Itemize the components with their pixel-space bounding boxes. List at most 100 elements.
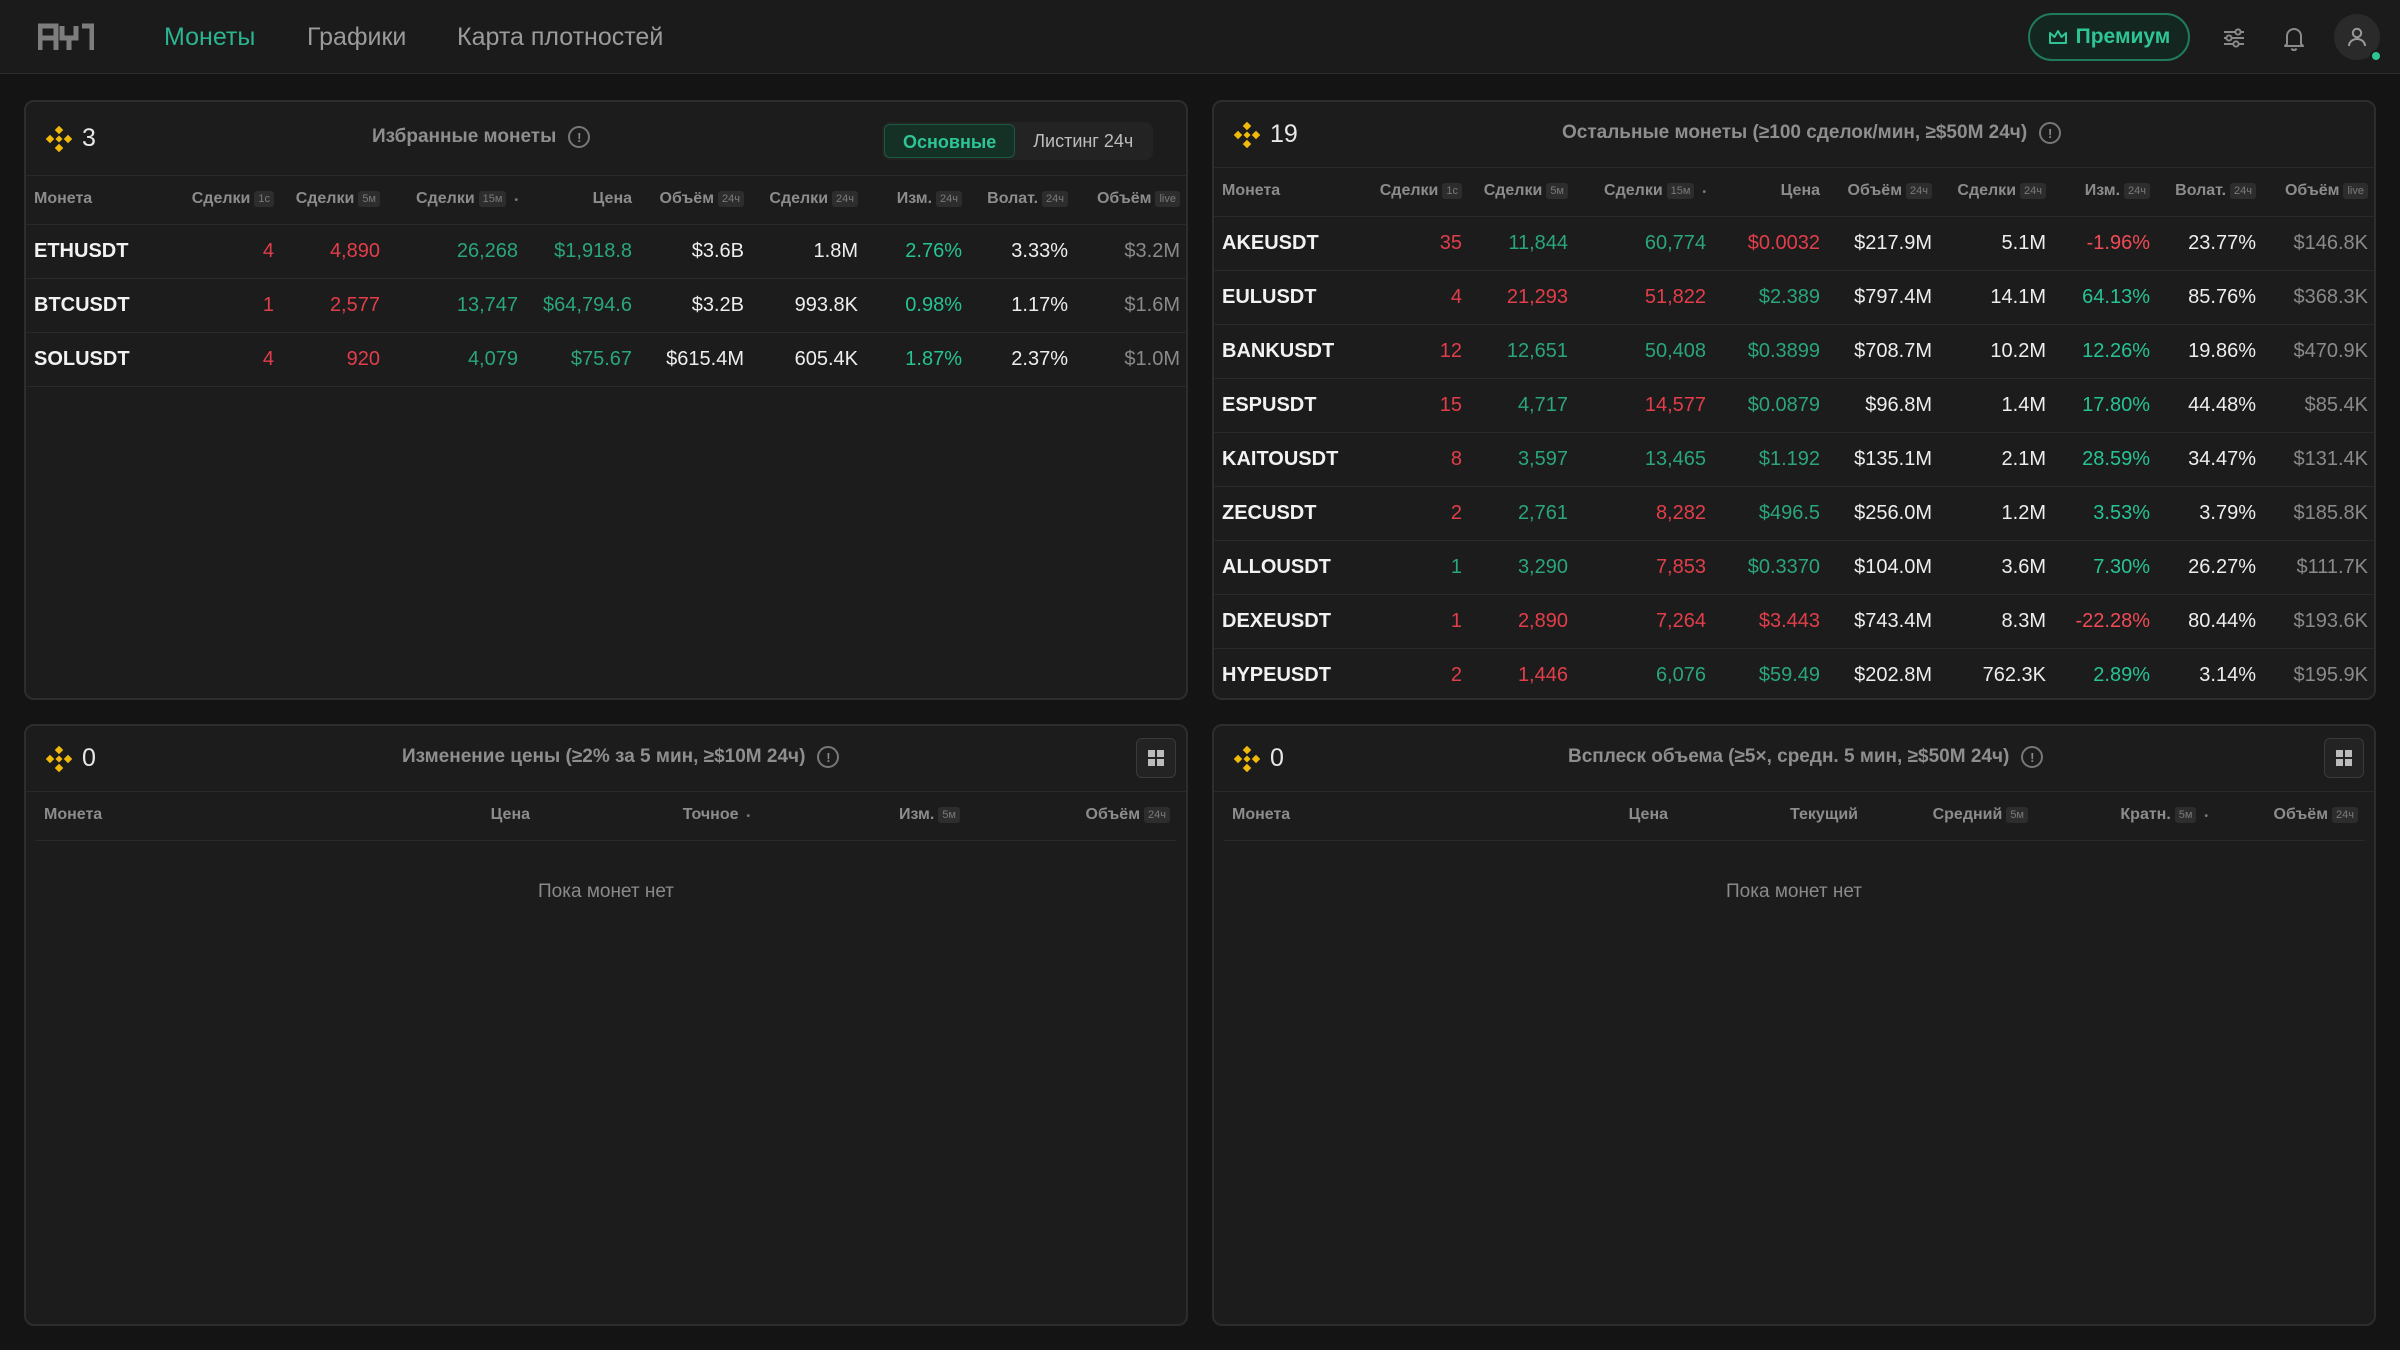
info-icon[interactable]: ! xyxy=(568,126,591,148)
coin-symbol[interactable]: ETHUSDT xyxy=(26,224,176,279)
cell-chg24: 1.87% xyxy=(864,332,968,387)
column-header[interactable]: Объём 24ч xyxy=(1826,166,1938,217)
price-change-count: 0 xyxy=(46,744,96,773)
column-header[interactable]: Сделки 15м • xyxy=(1574,166,1712,217)
coin-symbol[interactable]: ALLOUSDT xyxy=(1214,540,1364,595)
column-header[interactable]: Объём live xyxy=(1074,174,1186,225)
table-row[interactable]: ZECUSDT 2 2,761 8,282 $496.5 $256.0M 1.2M 3.53%… xyxy=(1214,486,2374,541)
coin-symbol[interactable]: ZECUSDT xyxy=(1214,486,1364,541)
info-icon[interactable]: ! xyxy=(2039,122,2062,144)
cell-trades24: 5.1M xyxy=(1938,216,2052,271)
cell-price: $2.389 xyxy=(1712,270,1826,325)
column-header[interactable]: Сделки 5м xyxy=(280,174,386,225)
nav-link-density-map[interactable]: Карта плотностей xyxy=(457,23,664,51)
column-header[interactable]: Изм. 24ч xyxy=(864,174,968,225)
column-header[interactable]: Средний 5м xyxy=(1864,790,2034,841)
table-row[interactable]: EULUSDT 4 21,293 51,822 $2.389 $797.4M 14.1M 64… xyxy=(1214,270,2374,325)
sort-indicator-icon: • xyxy=(514,194,518,206)
column-header[interactable]: Текущий xyxy=(1674,790,1864,841)
table-row[interactable]: ESPUSDT 15 4,717 14,577 $0.0879 $96.8M 1.4M 17.… xyxy=(1214,378,2374,433)
cell-chg24: 2.76% xyxy=(864,224,968,279)
bell-icon[interactable] xyxy=(2278,22,2310,54)
coin-symbol[interactable]: BANKUSDT xyxy=(1214,324,1364,379)
column-header-label: Средний xyxy=(1932,805,2003,823)
cell-vollive: $1.6M xyxy=(1074,278,1186,333)
table-row[interactable]: ETHUSDT 4 4,890 26,268 $1,918.8 $3.6B 1.8M 2.76… xyxy=(26,224,1186,279)
column-header[interactable]: Изм. 5м xyxy=(756,790,966,841)
top-navbar: Монеты Графики Карта плотностей Премиум xyxy=(0,0,2400,74)
table-row[interactable]: ALLOUSDT 1 3,290 7,853 $0.3370 $104.0M 3.6M 7.3… xyxy=(1214,540,2374,595)
coin-symbol[interactable]: SOLUSDT xyxy=(26,332,176,387)
info-icon[interactable]: ! xyxy=(817,746,840,768)
column-header[interactable]: Объём 24ч xyxy=(966,790,1176,841)
grid-view-button[interactable] xyxy=(1136,738,1176,778)
column-header[interactable]: Сделки 1с xyxy=(1364,166,1468,217)
cell-vollive: $131.4K xyxy=(2262,432,2374,487)
coin-symbol[interactable]: EULUSDT xyxy=(1214,270,1364,325)
column-header[interactable]: Цена xyxy=(1712,166,1826,217)
column-header[interactable]: Сделки 1с xyxy=(176,174,280,225)
sort-indicator-icon: • xyxy=(746,810,750,822)
table-row[interactable]: HYPEUSDT 2 1,446 6,076 $59.49 $202.8M 762.3K 2.… xyxy=(1214,648,2374,698)
column-header[interactable]: Изм. 24ч xyxy=(2052,166,2156,217)
coin-symbol[interactable]: KAITOUSDT xyxy=(1214,432,1364,487)
sliders-icon[interactable] xyxy=(2218,22,2250,54)
info-icon[interactable]: ! xyxy=(2021,746,2044,768)
cell-t15m: 51,822 xyxy=(1574,270,1712,325)
cell-volat24: 26.27% xyxy=(2156,540,2262,595)
column-header[interactable]: Цена xyxy=(396,790,536,841)
nav-link-charts[interactable]: Графики xyxy=(307,23,407,51)
nav-link-coins[interactable]: Монеты xyxy=(164,23,256,51)
column-header[interactable]: Объём live xyxy=(2262,166,2374,217)
cell-price: $59.49 xyxy=(1712,648,1826,698)
column-header[interactable]: Сделки 5м xyxy=(1468,166,1574,217)
column-header[interactable]: Объём 24ч xyxy=(638,174,750,225)
column-header-label: Волат. xyxy=(987,189,1039,207)
column-header[interactable]: Цена xyxy=(1584,790,1674,841)
tab-main[interactable]: Основные xyxy=(884,124,1016,158)
column-header[interactable]: Цена xyxy=(524,174,638,225)
price-change-header: 0 Изменение цены (≥2% за 5 мин, ≥$10M 24… xyxy=(26,726,1186,792)
user-icon xyxy=(2348,27,2366,47)
column-header[interactable]: Волат. 24ч xyxy=(2156,166,2262,217)
cell-trades24: 3.6M xyxy=(1938,540,2052,595)
column-header[interactable]: Кратн. 5м • xyxy=(2034,790,2214,841)
tab-listing-24h[interactable]: Листинг 24ч xyxy=(1033,131,1134,151)
column-header[interactable]: Сделки 24ч xyxy=(1938,166,2052,217)
cell-t15m: 13,465 xyxy=(1574,432,1712,487)
grid-view-button[interactable] xyxy=(2324,738,2364,778)
coin-symbol[interactable]: AKEUSDT xyxy=(1214,216,1364,271)
cell-trades24: 762.3K xyxy=(1938,648,2052,698)
column-header[interactable]: Волат. 24ч xyxy=(968,174,1074,225)
coin-symbol[interactable]: BTCUSDT xyxy=(26,278,176,333)
cell-price: $0.0032 xyxy=(1712,216,1826,271)
column-header[interactable]: Сделки 15м • xyxy=(386,174,524,225)
cell-price: $496.5 xyxy=(1712,486,1826,541)
table-row[interactable]: BANKUSDT 12 12,651 50,408 $0.3899 $708.7M 10.2… xyxy=(1214,324,2374,379)
cell-price: $1.192 xyxy=(1712,432,1826,487)
other-coins-title-text: Остальные монеты (≥100 сделок/мин, ≥$50M… xyxy=(1562,122,2028,143)
column-header[interactable]: Монета xyxy=(1214,166,1364,217)
column-header-label: Сделки xyxy=(416,189,475,207)
table-row[interactable]: AKEUSDT 35 11,844 60,774 $0.0032 $217.9M 5.1M -… xyxy=(1214,216,2374,271)
column-header[interactable]: Объём 24ч xyxy=(2214,790,2364,841)
coin-symbol[interactable]: DEXEUSDT xyxy=(1214,594,1364,649)
table-row[interactable]: KAITOUSDT 8 3,597 13,465 $1.192 $135.1M 2.1M 28… xyxy=(1214,432,2374,487)
column-header[interactable]: Монета xyxy=(26,174,176,225)
table-row[interactable]: SOLUSDT 4 920 4,079 $75.67 $615.4M 605.4K 1.87%… xyxy=(26,332,1186,387)
column-header[interactable]: Точное • xyxy=(536,790,756,841)
favorites-header-row: Монета Сделки 1с Сделки 5м Сделки 15м • Цена Объё… xyxy=(26,174,1186,225)
table-row[interactable]: DEXEUSDT 1 2,890 7,264 $3.443 $743.4M 8.3M -22.… xyxy=(1214,594,2374,649)
favorites-count-value: 3 xyxy=(82,124,96,152)
coin-symbol[interactable]: ESPUSDT xyxy=(1214,378,1364,433)
column-header[interactable]: Монета xyxy=(36,790,396,841)
column-header[interactable]: Монета xyxy=(1224,790,1584,841)
cell-vollive: $111.7K xyxy=(2262,540,2374,595)
column-header[interactable]: Сделки 24ч xyxy=(750,174,864,225)
app-logo[interactable] xyxy=(38,22,94,52)
premium-button[interactable]: Премиум xyxy=(2028,13,2190,61)
user-avatar[interactable] xyxy=(2334,14,2382,62)
table-row[interactable]: BTCUSDT 1 2,577 13,747 $64,794.6 $3.2B 993.8K 0… xyxy=(26,278,1186,333)
coin-symbol[interactable]: HYPEUSDT xyxy=(1214,648,1364,698)
grid-icon xyxy=(1148,750,1164,766)
